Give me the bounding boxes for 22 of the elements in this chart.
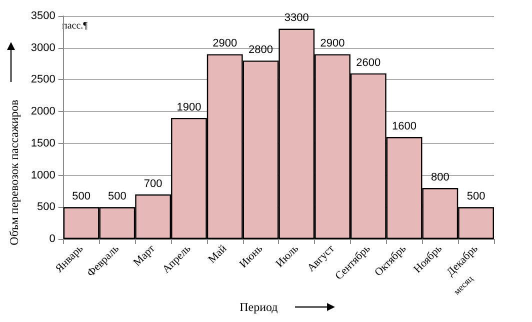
data-label: 3300 (284, 12, 309, 24)
data-label: 2600 (356, 56, 381, 69)
y-tick-label: 500 (37, 201, 56, 214)
data-label: 800 (430, 172, 450, 184)
data-label: 1600 (392, 120, 417, 133)
data-label: 500 (466, 190, 486, 203)
y-axis-title: Объм перевозок пассажиров (7, 99, 21, 246)
y-tick-label: 1000 (30, 169, 56, 182)
y-tick-label: 0 (49, 233, 56, 245)
x-axis-title: Период (240, 300, 278, 314)
data-label: 2900 (320, 38, 345, 50)
y-tick-label: 1500 (30, 137, 56, 150)
data-label: 2900 (212, 38, 238, 50)
data-label: 700 (144, 178, 162, 190)
data-label: 500 (108, 190, 126, 203)
y-tick-label: 3500 (30, 10, 56, 22)
data-label: 1900 (176, 101, 202, 114)
data-label: 2800 (248, 44, 273, 56)
data-label: 500 (72, 190, 90, 203)
y-tick-label: 3000 (30, 42, 56, 54)
y-tick-label: 2000 (30, 106, 56, 118)
y-tick-label: 2500 (30, 74, 56, 86)
